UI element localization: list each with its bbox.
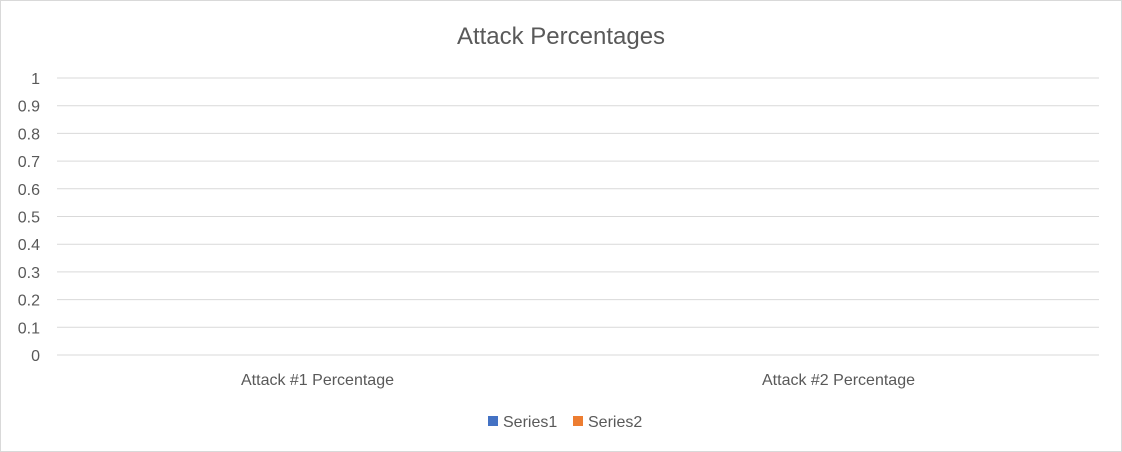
y-tick-label: 0.1: [18, 320, 40, 337]
y-tick-label: 0: [31, 348, 40, 365]
x-category-label: Attack #2 Percentage: [762, 372, 915, 389]
y-tick-label: 0.8: [18, 126, 40, 143]
y-tick-label: 0.2: [18, 293, 40, 310]
legend-label: Series1: [503, 414, 557, 431]
y-tick-label: 0.4: [18, 237, 40, 254]
x-category-label: Attack #1 Percentage: [241, 372, 394, 389]
legend-swatch: [488, 416, 498, 426]
y-tick-label: 0.5: [18, 210, 40, 227]
y-tick-label: 0.7: [18, 154, 40, 171]
legend: Series1 Series2: [488, 414, 642, 431]
gridlines: [57, 77, 1099, 356]
chart-title: Attack Percentages: [457, 23, 665, 50]
x-axis-categories: Attack #1 Percentage Attack #2 Percentage: [241, 372, 915, 389]
legend-label: Series2: [588, 414, 642, 431]
y-tick-label: 0.6: [18, 182, 40, 199]
y-axis-ticks: 0 0.1 0.2 0.3 0.4 0.5 0.6 0.7 0.8 0.9 1: [18, 71, 40, 365]
y-tick-label: 1: [31, 71, 40, 88]
legend-swatch: [573, 416, 583, 426]
y-tick-label: 0.9: [18, 99, 40, 116]
y-tick-label: 0.3: [18, 265, 40, 282]
